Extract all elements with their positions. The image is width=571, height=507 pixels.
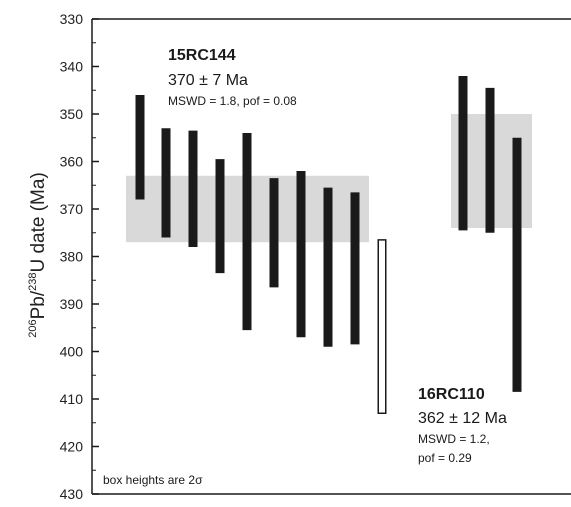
y-tick-label: 430	[60, 486, 84, 502]
y-ticks: 330 340 350 360 370 380 390 400 410 420 430	[60, 11, 99, 502]
y-tick-label: 330	[60, 11, 84, 27]
grain-box-15RC144-2	[161, 128, 171, 238]
y-axis-label-superscript-206: 206	[27, 319, 39, 337]
sample-age: 362 ± 12 Ma	[418, 410, 507, 427]
footnote: box heights are 2σ	[103, 473, 203, 487]
y-tick-label: 410	[60, 391, 84, 407]
axes: 330 340 350 360 370 380 390 400 410 420 430	[60, 11, 571, 502]
y-tick-label: 390	[60, 296, 84, 312]
grain-box-16RC110-2	[485, 87, 495, 233]
y-tick-label: 360	[60, 154, 84, 170]
y-axis-label: 206Pb/238U date (Ma)	[27, 172, 49, 338]
y-axis-label-superscript-238: 238	[27, 273, 39, 291]
grain-box-16RC110-3	[512, 137, 522, 392]
sample-age: 370 ± 7 Ma	[168, 72, 248, 89]
grain-box-15RC144-7	[296, 171, 306, 338]
grain-box-15RC144-1	[135, 95, 145, 200]
sample-label-16RC110: 16RC110 362 ± 12 Ma MSWD = 1.2, pof = 0.…	[418, 386, 507, 465]
sample-stats: MSWD = 1.8, pof = 0.08	[168, 94, 297, 108]
y-tick-label: 350	[60, 106, 84, 122]
grain-box-16RC110-1	[458, 76, 468, 231]
grain-box-15RC144-4	[215, 159, 225, 274]
grain-box-15RC144-5	[242, 133, 252, 331]
y-tick-label: 340	[60, 59, 84, 75]
grain-box-15RC144-6	[269, 178, 279, 288]
y-axis-label-element-u: U date (Ma)	[28, 172, 49, 272]
sample-id: 15RC144	[168, 47, 236, 64]
grain-box-15RC144-9	[350, 192, 360, 345]
grain-date-boxes	[135, 76, 522, 414]
y-tick-label: 400	[60, 344, 84, 360]
sample-stats-line-2: pof = 0.29	[418, 451, 472, 465]
sample-id: 16RC110	[418, 386, 485, 403]
grain-box-15RC144-3	[188, 130, 198, 247]
grain-box-15RC144-8	[323, 187, 333, 347]
sample-stats-line-1: MSWD = 1.2,	[418, 432, 490, 446]
y-axis-label-element-pb: Pb/	[28, 290, 49, 319]
y-tick-label: 420	[60, 439, 84, 455]
excluded-grain-box-15RC144-10	[377, 239, 387, 414]
sample-label-15RC144: 15RC144 370 ± 7 Ma MSWD = 1.8, pof = 0.0…	[168, 47, 297, 108]
y-tick-label: 370	[60, 201, 84, 217]
y-tick-label: 380	[60, 249, 84, 265]
